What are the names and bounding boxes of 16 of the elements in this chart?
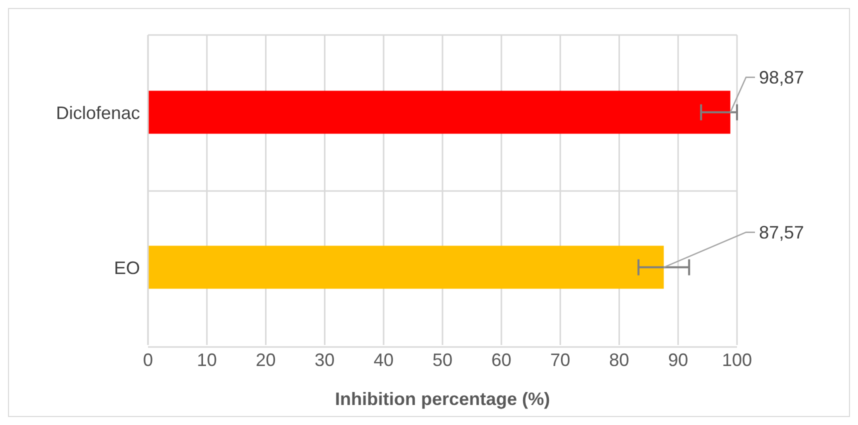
x-tick-label: 90 bbox=[668, 350, 688, 370]
y-tick-label: EO bbox=[114, 258, 140, 278]
x-tick-label: 50 bbox=[432, 350, 453, 370]
x-tick-label: 60 bbox=[491, 350, 512, 370]
x-tick-label: 30 bbox=[314, 350, 335, 370]
x-tick-label: 70 bbox=[550, 350, 570, 370]
x-tick-label: 10 bbox=[196, 350, 217, 370]
x-tick-label: 0 bbox=[142, 350, 154, 370]
x-tick-label: 80 bbox=[609, 350, 630, 370]
x-tick-label: 100 bbox=[722, 350, 752, 370]
x-tick-label: 20 bbox=[256, 350, 276, 370]
y-tick-label: Diclofenac bbox=[56, 102, 140, 123]
data-label: 87,57 bbox=[759, 222, 804, 242]
data-label: 98,87 bbox=[759, 67, 804, 88]
x-tick-label: 40 bbox=[374, 350, 394, 370]
x-axis-title: Inhibition percentage (%) bbox=[334, 389, 550, 409]
